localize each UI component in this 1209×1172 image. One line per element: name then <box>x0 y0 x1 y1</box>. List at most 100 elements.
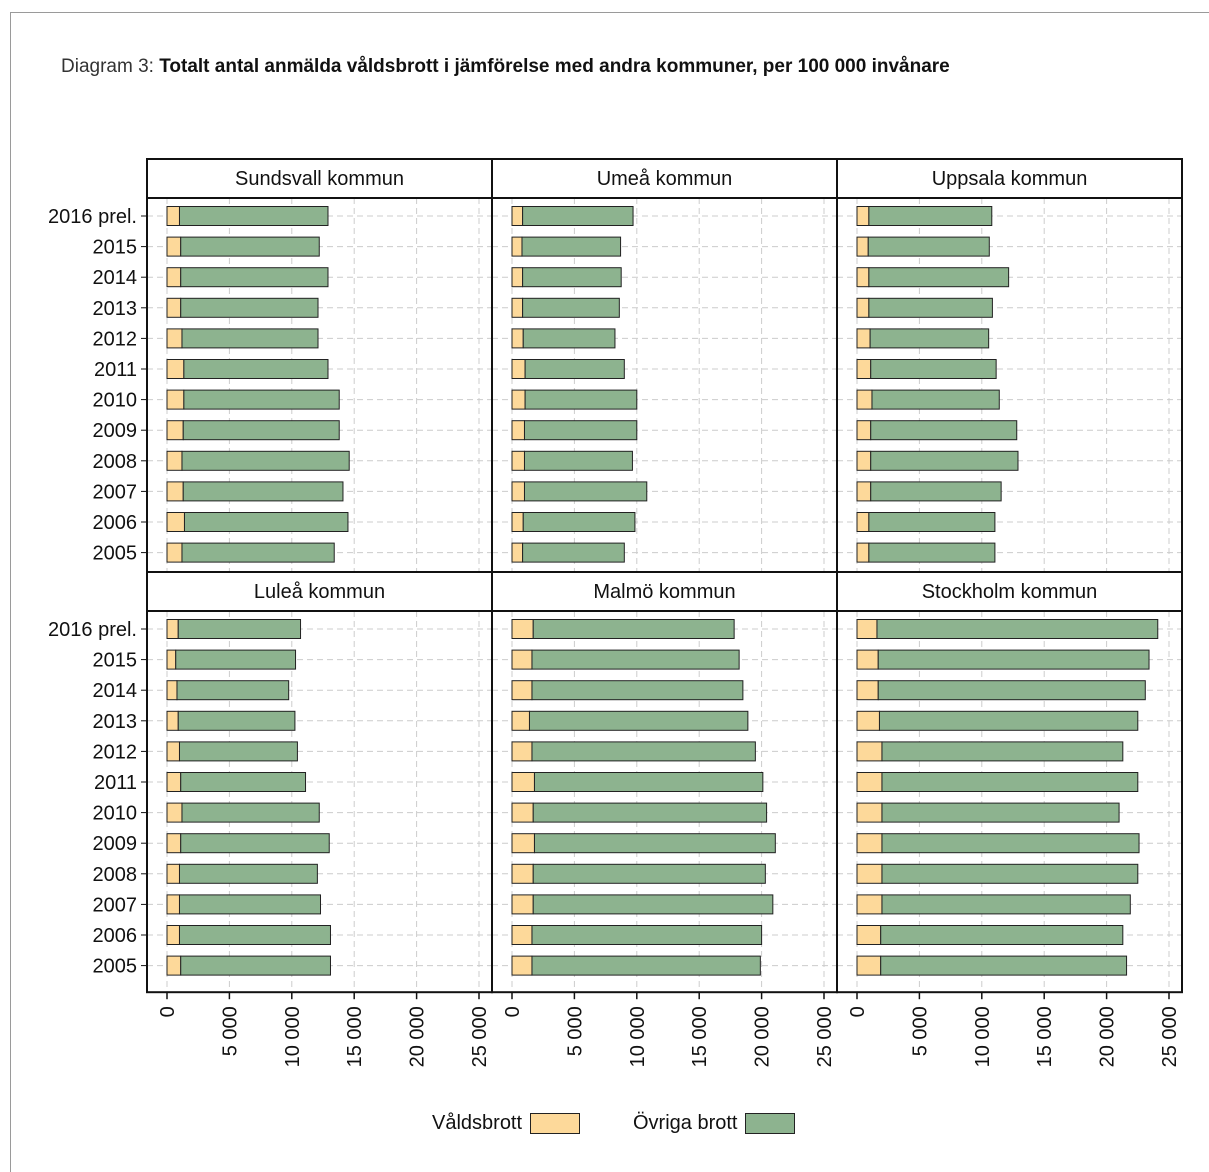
bar-sundsvall-kommun-2014-övriga-brott <box>180 267 329 288</box>
bar-umeå-kommun-2005-våldsbrott <box>511 542 524 563</box>
bar-luleå-kommun-2010-övriga-brott <box>181 802 320 823</box>
panel-chart: Sundsvall kommun 2016 prel. 2015 2014 2013 20… <box>48 158 1183 1067</box>
bar-sundsvall-kommun-2011-övriga-brott <box>183 359 329 379</box>
bar-sundsvall-kommun-2013-övriga-brott <box>180 297 319 318</box>
panel-title-luleå-kommun: Luleå kommun <box>254 581 385 603</box>
bar-sundsvall-kommun-2016-prel-våldsbrott <box>166 206 180 226</box>
ytick-label-luleå-kommun-2011: 2011 <box>94 772 137 794</box>
bar-luleå-kommun-2013-övriga-brott <box>177 710 296 731</box>
chart-title-prefix: Diagram 3: <box>61 56 160 77</box>
bar-uppsala-kommun-2007-övriga-brott <box>870 481 1002 502</box>
xtick-label-luleå-kommun-10000: 10 000 <box>282 1006 304 1067</box>
bar-malmö-kommun-2006-övriga-brott <box>531 925 763 945</box>
bar-malmö-kommun-2014-övriga-brott <box>531 680 744 701</box>
bar-luleå-kommun-2013-våldsbrott <box>166 710 179 731</box>
bar-luleå-kommun-2014-våldsbrott <box>166 680 178 701</box>
ytick-label-luleå-kommun-2006: 2006 <box>93 925 138 947</box>
bar-umeå-kommun-2005-övriga-brott <box>522 542 625 563</box>
bar-sundsvall-kommun-2010-övriga-brott <box>183 389 340 410</box>
ytick-label-luleå-kommun-2012: 2012 <box>93 741 138 763</box>
bar-umeå-kommun-2012-våldsbrott <box>511 328 524 349</box>
bar-stockholm-kommun-2006-våldsbrott <box>856 925 882 945</box>
bar-stockholm-kommun-2015-våldsbrott <box>856 649 879 670</box>
bar-stockholm-kommun-2016-prel-övriga-brott <box>876 619 1159 639</box>
bar-umeå-kommun-2006-övriga-brott <box>522 512 636 532</box>
ytick-label-sundsvall-kommun-2009: 2009 <box>93 420 138 442</box>
legend: Våldsbrott Övriga brott <box>0 1108 1209 1148</box>
xtick-label-stockholm-kommun-15000: 15 000 <box>1034 1006 1056 1067</box>
bar-stockholm-kommun-2007-våldsbrott <box>856 894 883 915</box>
bar-malmö-kommun-2005-våldsbrott <box>511 955 533 976</box>
bar-umeå-kommun-2008-våldsbrott <box>511 450 525 471</box>
bar-luleå-kommun-2014-övriga-brott <box>176 680 290 701</box>
ytick-label-luleå-kommun-2009: 2009 <box>93 833 138 855</box>
ytick-label-luleå-kommun-2015: 2015 <box>93 650 138 672</box>
bar-sundsvall-kommun-2016-prel-övriga-brott <box>178 206 329 226</box>
bar-uppsala-kommun-2013-övriga-brott <box>868 297 993 318</box>
bar-stockholm-kommun-2008-övriga-brott <box>881 863 1139 884</box>
chart-title: Diagram 3: Totalt antal anmälda våldsbro… <box>61 56 950 78</box>
bar-malmö-kommun-2009-övriga-brott <box>533 833 776 854</box>
bar-umeå-kommun-2014-våldsbrott <box>511 267 524 288</box>
ytick-label-sundsvall-kommun-2007: 2007 <box>93 481 138 503</box>
ytick-label-sundsvall-kommun-2015: 2015 <box>93 237 138 259</box>
bar-stockholm-kommun-2013-övriga-brott <box>878 710 1139 731</box>
bar-stockholm-kommun-2012-övriga-brott <box>881 741 1124 762</box>
bar-luleå-kommun-2011-övriga-brott <box>180 772 307 792</box>
bar-malmö-kommun-2008-övriga-brott <box>532 863 766 884</box>
bar-sundsvall-kommun-2005-våldsbrott <box>166 542 183 563</box>
bar-stockholm-kommun-2011-övriga-brott <box>881 772 1139 792</box>
legend-item-ovriga-brott: Övriga brott <box>633 1112 796 1135</box>
bar-stockholm-kommun-2014-övriga-brott <box>877 680 1146 701</box>
bar-uppsala-kommun-2012-våldsbrott <box>856 328 871 349</box>
bar-umeå-kommun-2014-övriga-brott <box>522 267 622 288</box>
bar-stockholm-kommun-2009-övriga-brott <box>881 833 1140 854</box>
panel-title-sundsvall-kommun: Sundsvall kommun <box>235 168 404 190</box>
bar-malmö-kommun-2009-våldsbrott <box>511 833 535 854</box>
legend-swatch-ovriga-brott <box>745 1113 796 1134</box>
bar-sundsvall-kommun-2009-våldsbrott <box>166 420 184 441</box>
legend-label-ovriga-brott: Övriga brott <box>633 1112 738 1134</box>
bar-luleå-kommun-2005-övriga-brott <box>180 955 331 976</box>
bar-sundsvall-kommun-2007-övriga-brott <box>182 481 344 502</box>
bar-sundsvall-kommun-2012-våldsbrott <box>166 328 183 349</box>
bar-stockholm-kommun-2015-övriga-brott <box>877 649 1150 670</box>
bar-sundsvall-kommun-2007-våldsbrott <box>166 481 184 502</box>
bar-uppsala-kommun-2006-övriga-brott <box>868 512 996 532</box>
bar-stockholm-kommun-2016-prel-våldsbrott <box>856 619 878 639</box>
bar-uppsala-kommun-2012-övriga-brott <box>869 328 990 349</box>
bar-luleå-kommun-2015-övriga-brott <box>175 649 297 670</box>
bar-stockholm-kommun-2013-våldsbrott <box>856 710 880 731</box>
legend-label-valdsbrott: Våldsbrott <box>432 1112 523 1134</box>
bar-uppsala-kommun-2011-övriga-brott <box>870 359 997 379</box>
bar-umeå-kommun-2007-våldsbrott <box>511 481 525 502</box>
bar-sundsvall-kommun-2005-övriga-brott <box>181 542 335 563</box>
bar-luleå-kommun-2016-prel-övriga-brott <box>177 619 302 639</box>
bar-malmö-kommun-2015-våldsbrott <box>511 649 533 670</box>
bar-luleå-kommun-2010-våldsbrott <box>166 802 183 823</box>
ytick-label-sundsvall-kommun-2005: 2005 <box>93 543 138 565</box>
xtick-label-luleå-kommun-0: 0 <box>157 1006 179 1017</box>
ytick-label-luleå-kommun-2005: 2005 <box>93 956 138 978</box>
bar-stockholm-kommun-2006-övriga-brott <box>880 925 1124 945</box>
bar-malmö-kommun-2006-våldsbrott <box>511 925 533 945</box>
bar-uppsala-kommun-2005-övriga-brott <box>868 542 996 563</box>
bar-uppsala-kommun-2008-övriga-brott <box>870 450 1019 471</box>
bar-stockholm-kommun-2012-våldsbrott <box>856 741 883 762</box>
bar-umeå-kommun-2007-övriga-brott <box>523 481 648 502</box>
xtick-label-luleå-kommun-25000: 25 000 <box>469 1006 491 1067</box>
chart-title-main: Totalt antal anmälda våldsbrott i jämför… <box>159 56 950 77</box>
bar-uppsala-kommun-2014-övriga-brott <box>868 267 1010 288</box>
bar-stockholm-kommun-2010-våldsbrott <box>856 802 883 823</box>
xtick-label-malmö-kommun-10000: 10 000 <box>627 1006 649 1067</box>
xtick-label-malmö-kommun-5000: 5 000 <box>564 1006 586 1056</box>
bar-sundsvall-kommun-2010-våldsbrott <box>166 389 185 410</box>
bar-umeå-kommun-2011-våldsbrott <box>511 359 526 379</box>
bar-stockholm-kommun-2014-våldsbrott <box>856 680 879 701</box>
bar-malmö-kommun-2011-övriga-brott <box>533 772 764 792</box>
bar-umeå-kommun-2010-våldsbrott <box>511 389 526 410</box>
panel-header-umeå-kommun <box>491 158 838 199</box>
panel-header-sundsvall-kommun <box>146 158 493 199</box>
bar-stockholm-kommun-2009-våldsbrott <box>856 833 883 854</box>
bar-luleå-kommun-2012-våldsbrott <box>166 741 180 762</box>
